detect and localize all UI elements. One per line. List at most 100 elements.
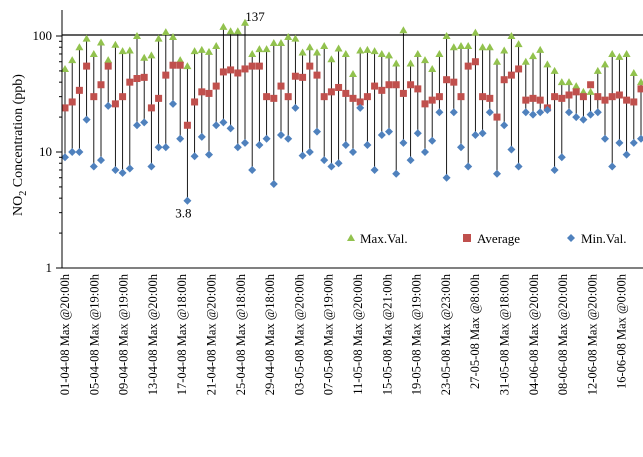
max-value-marker	[493, 57, 501, 65]
average-marker	[435, 93, 443, 101]
max-value-marker	[356, 46, 365, 54]
max-value-marker	[413, 49, 422, 57]
max-value-marker	[536, 45, 545, 53]
legend-max-label: Max.Val.	[360, 231, 408, 246]
average-marker	[299, 73, 307, 81]
min-value-marker	[485, 108, 494, 117]
average-marker	[155, 94, 163, 102]
max-value-marker	[363, 45, 372, 53]
max-value-marker	[399, 26, 408, 34]
y-tick-label: 1	[46, 260, 53, 275]
min-value-marker	[615, 138, 624, 147]
min-value-marker	[421, 148, 429, 156]
min-value-marker	[457, 143, 465, 152]
average-marker	[623, 96, 631, 104]
max-value-marker	[622, 49, 631, 57]
average-marker	[587, 81, 595, 89]
x-tick-label: 04-06-08 Max @20:00h	[527, 273, 541, 395]
max-value-marker	[125, 46, 134, 54]
legend-max-marker	[347, 234, 355, 241]
min-value-marker	[75, 148, 84, 156]
average-marker	[234, 69, 242, 77]
min-value-marker	[133, 121, 141, 130]
max-value-marker	[133, 32, 141, 39]
average-marker	[248, 62, 256, 70]
average-marker	[486, 94, 494, 102]
max-value-marker	[89, 49, 98, 57]
min-value-marker	[543, 106, 552, 115]
min-value-marker	[284, 134, 293, 143]
average-marker	[284, 93, 292, 101]
max-value-marker	[579, 87, 588, 95]
legend-average-label: Average	[477, 231, 520, 246]
min-value-marker	[320, 156, 329, 165]
max-value-marker	[313, 48, 321, 56]
average-marker	[551, 93, 559, 101]
min-value-marker	[349, 148, 357, 156]
average-marker	[241, 65, 249, 73]
min-value-marker	[406, 156, 415, 165]
min-value-marker	[190, 152, 199, 161]
min-value-marker	[313, 127, 321, 136]
min-value-marker	[637, 134, 643, 143]
average-marker	[306, 62, 314, 70]
average-marker	[219, 68, 227, 76]
min-value-marker	[493, 169, 501, 178]
max-value-marker	[485, 43, 494, 51]
max-value-marker	[586, 87, 595, 95]
max-value-marker	[248, 49, 257, 57]
min-value-marker	[205, 150, 213, 159]
average-marker	[191, 98, 199, 106]
average-marker	[407, 81, 415, 89]
average-marker	[428, 96, 436, 104]
legend-min-label: Min.Val.	[581, 231, 627, 246]
legend: Max.Val. Average Min.Val.	[347, 231, 627, 246]
min-value-marker	[269, 179, 278, 188]
average-marker	[263, 93, 271, 101]
min-value-marker	[428, 136, 437, 145]
x-tick-label: 07-05-08 Max @19:00h	[322, 273, 336, 395]
max-value-marker	[478, 43, 487, 51]
min-value-marker	[197, 132, 206, 141]
annotation-min-3-8: 3.8	[175, 206, 191, 221]
min-value-marker	[147, 162, 156, 171]
average-marker	[183, 121, 191, 129]
x-tick-label: 21-04-08 Max @20:00h	[205, 273, 219, 395]
max-value-marker	[385, 51, 393, 59]
average-marker	[522, 96, 530, 104]
average-marker	[320, 93, 328, 101]
min-value-marker	[593, 108, 602, 117]
average-marker	[140, 73, 148, 81]
max-value-marker	[377, 49, 386, 57]
x-tick-label: 11-05-08 Max @20:00h	[351, 273, 365, 395]
average-marker	[615, 91, 623, 99]
min-value-marker	[118, 168, 127, 177]
average-marker	[399, 89, 407, 97]
max-value-marker	[428, 64, 437, 72]
max-value-marker	[442, 32, 451, 39]
min-value-marker	[327, 162, 336, 171]
max-value-marker	[543, 60, 552, 68]
min-value-marker	[291, 103, 300, 112]
max-value-marker	[104, 56, 113, 64]
average-marker	[572, 88, 580, 96]
x-tick-label: 13-04-08 Max @20:00h	[146, 273, 160, 395]
average-marker	[111, 100, 119, 108]
max-value-marker	[305, 43, 314, 51]
min-value-marker	[277, 131, 285, 140]
average-marker	[104, 62, 112, 70]
average-marker	[327, 88, 335, 96]
min-value-marker	[125, 164, 134, 173]
max-value-marker	[601, 60, 609, 68]
average-marker	[313, 71, 321, 79]
average-marker	[443, 76, 451, 84]
min-value-marker	[341, 140, 350, 149]
average-marker	[608, 93, 616, 101]
max-value-marker	[593, 66, 602, 74]
average-marker	[335, 83, 343, 91]
x-tick-label: 03-05-08 Max @20:00h	[292, 273, 306, 395]
min-value-marker	[334, 159, 343, 168]
x-tick-label: 29-04-08 Max @18:00h	[263, 273, 277, 395]
average-marker	[378, 86, 386, 94]
